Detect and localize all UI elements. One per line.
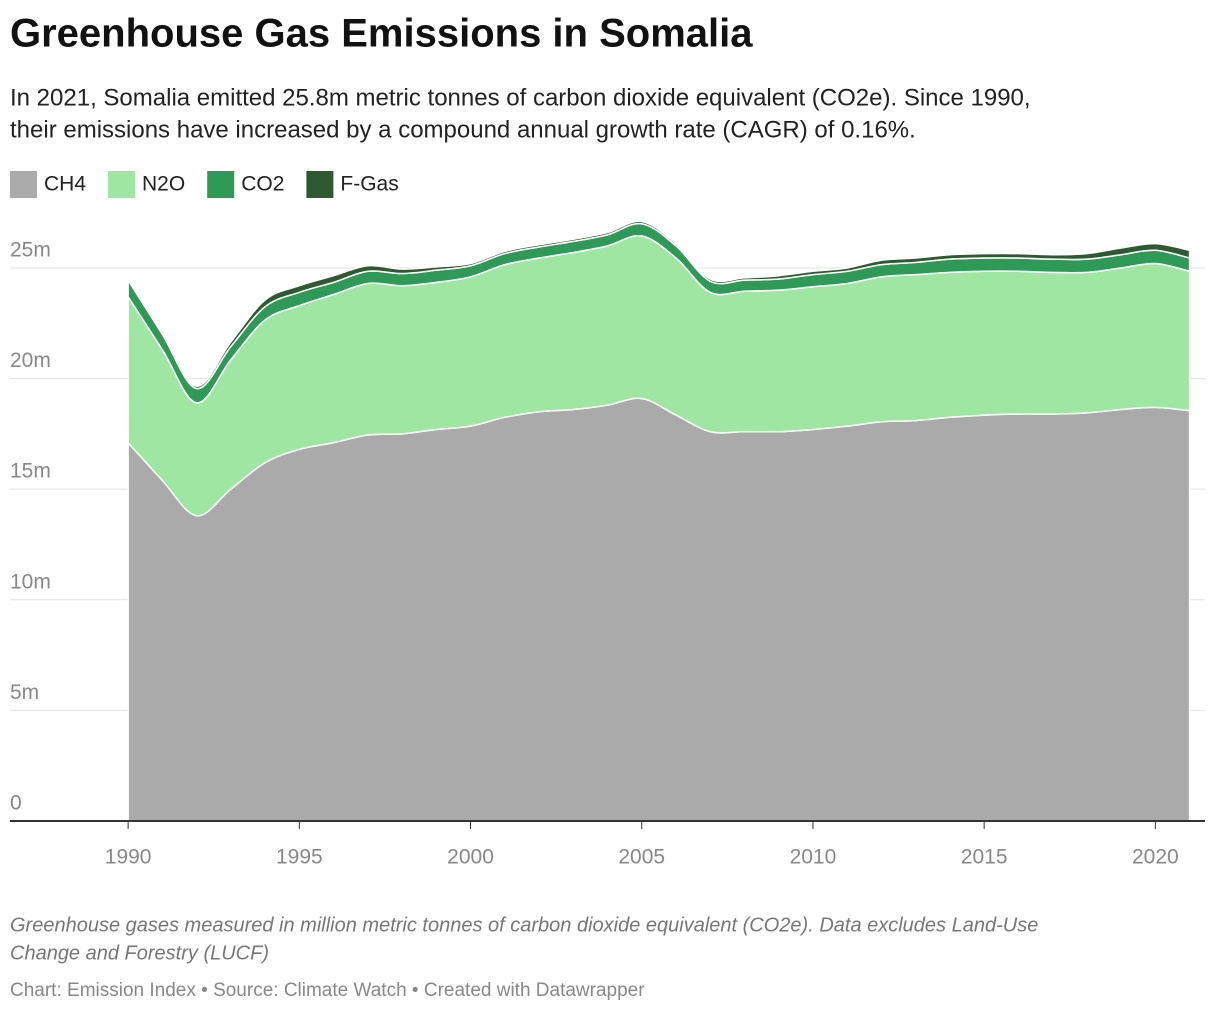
- legend-label: N2O: [142, 173, 185, 196]
- area: [127, 397, 1191, 822]
- legend-swatch: [306, 171, 334, 198]
- area: [127, 220, 1191, 390]
- subtitle: their emissions have increased by a comp…: [10, 116, 916, 143]
- x-tick-label: 1990: [105, 846, 152, 869]
- legend-swatch: [108, 171, 136, 198]
- legend-label: CH4: [44, 173, 86, 196]
- legend-label: F-Gas: [340, 173, 398, 196]
- y-tick-label: 5m: [10, 681, 39, 704]
- legend-swatch: [10, 171, 37, 198]
- x-tick-label: 2020: [1132, 846, 1179, 869]
- note: Greenhouse gases measured in million met…: [10, 914, 1038, 936]
- x-tick-label: 2000: [447, 846, 494, 869]
- x-tick-label: 2010: [790, 846, 837, 869]
- legend-label: CO2: [241, 173, 284, 196]
- chart-title: Greenhouse Gas Emissions in Somalia: [10, 12, 753, 56]
- y-tick-label: 20m: [10, 349, 51, 372]
- y-tick-label: 0: [10, 792, 22, 815]
- y-tick-label: 10m: [10, 570, 51, 593]
- y-tick-label: 15m: [10, 460, 51, 483]
- source: Chart: Emission Index • Source: Climate …: [10, 980, 645, 1001]
- note: Change and Forestry (LUCF): [10, 942, 269, 964]
- subtitle: In 2021, Somalia emitted 25.8m metric to…: [10, 84, 1031, 111]
- x-tick-label: 2005: [618, 846, 665, 869]
- legend-swatch: [207, 171, 235, 198]
- x-tick-label: 2015: [961, 846, 1008, 869]
- x-tick-label: 1995: [276, 846, 323, 869]
- y-tick-label: 25m: [10, 239, 51, 262]
